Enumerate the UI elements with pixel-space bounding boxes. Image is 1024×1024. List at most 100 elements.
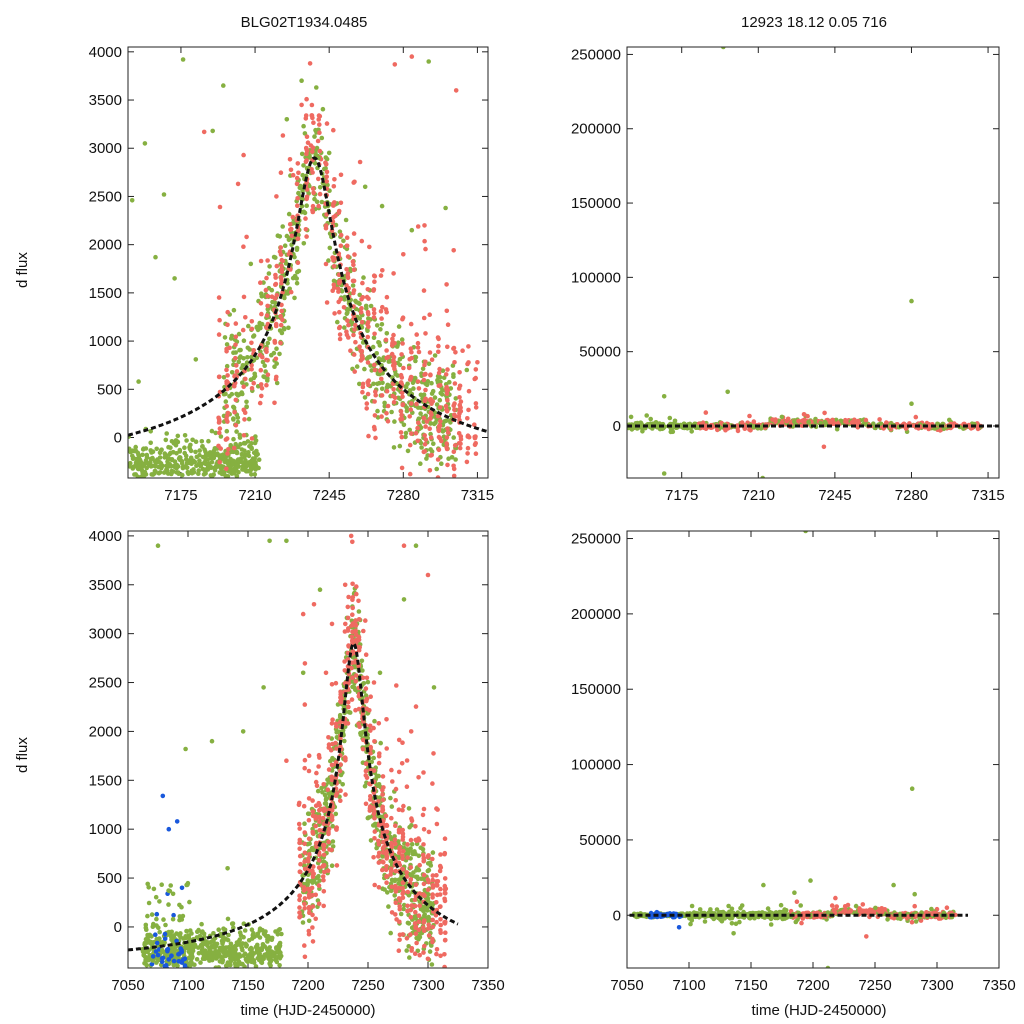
red-point: [821, 444, 827, 450]
red-point: [359, 296, 364, 302]
green-point: [218, 453, 224, 458]
green-point: [167, 888, 173, 894]
red-point: [436, 428, 442, 434]
red-point: [372, 331, 377, 337]
x-tick-label: 7315: [461, 487, 494, 504]
red-point: [278, 313, 284, 319]
red-point: [353, 678, 359, 684]
red-point: [829, 419, 834, 424]
red-point: [310, 186, 316, 191]
red-point: [389, 351, 395, 357]
green-point: [154, 916, 159, 922]
green-point: [188, 928, 193, 933]
green-point: [401, 597, 407, 602]
y-tick-label: 0: [114, 919, 122, 936]
red-point: [333, 680, 339, 686]
red-point: [435, 879, 441, 884]
green-point: [317, 878, 322, 883]
red-point: [302, 850, 308, 855]
red-point: [297, 846, 303, 851]
green-point: [209, 738, 215, 744]
green-point: [240, 363, 246, 368]
red-point: [328, 747, 334, 753]
green-point: [392, 893, 398, 898]
green-point: [239, 459, 244, 465]
green-point: [357, 381, 362, 387]
red-point: [393, 786, 399, 792]
red-point: [379, 376, 384, 382]
green-point: [661, 394, 667, 399]
red-point: [438, 419, 443, 424]
green-point: [428, 421, 433, 426]
red-point: [735, 428, 741, 434]
red-point: [313, 916, 319, 922]
red-point: [372, 882, 378, 888]
y-tick-label: 150000: [571, 195, 621, 212]
red-point: [871, 421, 876, 427]
red-point: [430, 856, 435, 862]
green-point: [409, 227, 415, 233]
red-point: [316, 865, 322, 870]
red-point: [425, 956, 431, 962]
red-point: [376, 860, 382, 865]
green-point: [174, 451, 179, 456]
green-point: [128, 449, 133, 455]
red-point: [216, 295, 222, 300]
red-point: [317, 191, 323, 197]
red-point: [351, 278, 357, 284]
red-point: [317, 122, 322, 127]
green-point: [196, 950, 202, 956]
y-tick-label: 3500: [89, 92, 122, 109]
red-point: [279, 263, 284, 269]
green-point: [230, 921, 236, 926]
green-point: [237, 347, 242, 353]
green-point: [161, 192, 167, 197]
red-point: [224, 413, 230, 419]
green-point: [239, 447, 245, 452]
green-point: [249, 446, 254, 452]
red-point: [295, 196, 300, 201]
red-point: [409, 431, 414, 436]
green-point: [252, 472, 258, 477]
red-point: [348, 348, 353, 354]
red-point: [385, 354, 391, 360]
red-point: [412, 897, 418, 902]
x-tick-label: 7210: [238, 487, 271, 504]
y-tick-label: 1000: [89, 821, 122, 838]
red-point: [383, 867, 389, 873]
red-point: [295, 260, 301, 266]
red-point: [438, 922, 444, 928]
red-point: [351, 332, 356, 338]
y-tick-label: 2000: [89, 237, 122, 254]
red-point: [466, 407, 471, 413]
red-point: [278, 245, 284, 250]
green-point: [251, 333, 257, 338]
green-point: [320, 789, 325, 795]
green-point: [301, 163, 306, 168]
red-point: [363, 652, 369, 657]
green-point: [192, 962, 197, 967]
red-point: [307, 852, 312, 857]
green-point: [725, 389, 730, 395]
red-point: [334, 724, 339, 729]
green-point: [432, 353, 438, 358]
red-point: [294, 181, 300, 187]
red-point: [310, 208, 315, 213]
blue-point: [179, 885, 185, 891]
red-point: [442, 887, 448, 892]
red-point: [249, 386, 255, 391]
red-point: [445, 462, 450, 468]
red-point: [305, 140, 311, 145]
green-point: [154, 446, 159, 452]
red-point: [444, 446, 450, 452]
red-point: [834, 904, 839, 909]
green-point: [389, 804, 395, 809]
green-point: [426, 919, 431, 924]
red-point: [401, 252, 406, 257]
green-point: [329, 863, 335, 868]
green-point: [267, 538, 272, 544]
green-point: [224, 428, 230, 434]
red-point: [306, 753, 312, 758]
green-point: [226, 461, 231, 467]
red-point: [345, 275, 351, 281]
